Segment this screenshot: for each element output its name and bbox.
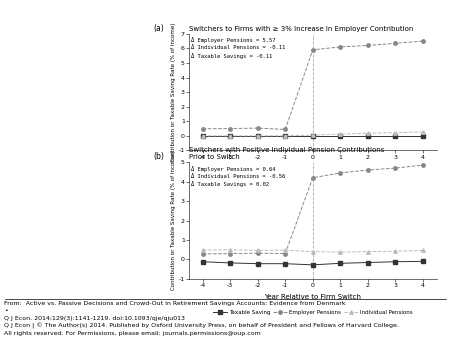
Taxable Saving (392, 134, 398, 138)
Employer Pensions (420, 39, 425, 43)
Individual Pensions (365, 131, 370, 135)
Taxable Saving (228, 261, 233, 265)
Employer Pensions (338, 171, 343, 175)
Taxable Saving (392, 260, 398, 264)
Line: Employer Pensions: Employer Pensions (201, 39, 424, 131)
Line: Individual Pensions: Individual Pensions (201, 130, 424, 138)
Text: Δ Employer Pensions = 0.64
Δ Individual Pensions = -0.56
Δ Taxable Savings = 0.0: Δ Employer Pensions = 0.64 Δ Individual … (192, 166, 286, 187)
Text: (a): (a) (153, 24, 164, 33)
Text: Switchers with Positive Individual Pension Contributions
Prior to Switch: Switchers with Positive Individual Pensi… (189, 147, 384, 161)
Taxable Saving (255, 262, 261, 266)
Y-axis label: Contribution or Taxable Saving Rate (% of Income): Contribution or Taxable Saving Rate (% o… (171, 151, 176, 290)
Individual Pensions (283, 134, 288, 138)
Taxable Saving (365, 134, 370, 138)
Taxable Saving (283, 262, 288, 266)
Employer Pensions (200, 252, 206, 256)
Individual Pensions (255, 248, 261, 252)
Y-axis label: Contribution or Taxable Saving Rate (% of Income): Contribution or Taxable Saving Rate (% o… (171, 22, 176, 162)
Employer Pensions (228, 251, 233, 256)
Taxable Saving (200, 260, 206, 264)
Individual Pensions (228, 134, 233, 138)
Text: Q J Econ | © The Author(s) 2014. Published by Oxford University Press, on behalf: Q J Econ | © The Author(s) 2014. Publish… (4, 323, 400, 329)
Taxable Saving (338, 134, 343, 138)
Taxable Saving (420, 134, 425, 138)
X-axis label: Year Relative to Firm Switch: Year Relative to Firm Switch (264, 294, 361, 299)
Individual Pensions (255, 134, 261, 138)
Taxable Saving (338, 261, 343, 265)
Individual Pensions (392, 249, 398, 253)
Employer Pensions (338, 45, 343, 49)
Individual Pensions (200, 248, 206, 252)
Employer Pensions (392, 166, 398, 170)
Individual Pensions (310, 133, 315, 137)
Employer Pensions (200, 127, 206, 131)
Employer Pensions (365, 168, 370, 172)
Taxable Saving (310, 263, 315, 267)
Taxable Saving (200, 134, 206, 138)
Line: Employer Pensions: Employer Pensions (201, 163, 424, 256)
Text: From:  Active vs. Passive Decisions and Crowd-Out in Retirement Savings Accounts: From: Active vs. Passive Decisions and C… (4, 301, 346, 306)
Taxable Saving (228, 134, 233, 138)
Text: Q J Econ. 2014;129(3):1141-1219. doi:10.1093/qje/qju013: Q J Econ. 2014;129(3):1141-1219. doi:10.… (4, 316, 185, 321)
Taxable Saving (310, 134, 315, 138)
Text: (b): (b) (153, 152, 164, 161)
Individual Pensions (420, 248, 425, 252)
Individual Pensions (228, 248, 233, 252)
Text: Δ Employer Pensions = 5.57
Δ Individual Pensions = -0.11
Δ Taxable Savings = -0.: Δ Employer Pensions = 5.57 Δ Individual … (192, 37, 286, 59)
Taxable Saving (283, 134, 288, 138)
Line: Taxable Saving: Taxable Saving (201, 134, 424, 138)
Employer Pensions (392, 41, 398, 45)
Employer Pensions (310, 48, 315, 52)
Line: Taxable Saving: Taxable Saving (201, 260, 424, 267)
Text: All rights reserved. For Permissions, please email: journals.permissions@oup.com: All rights reserved. For Permissions, pl… (4, 331, 261, 336)
Text: Switchers to Firms with ≥ 3% Increase in Employer Contribution: Switchers to Firms with ≥ 3% Increase in… (189, 26, 414, 32)
Individual Pensions (392, 130, 398, 135)
Employer Pensions (310, 176, 315, 180)
Legend: Taxable Saving, Employer Pensions, Individual Pensions: Taxable Saving, Employer Pensions, Indiv… (211, 179, 414, 188)
Line: Individual Pensions: Individual Pensions (201, 248, 424, 254)
Employer Pensions (228, 126, 233, 130)
Employer Pensions (255, 251, 261, 255)
Individual Pensions (338, 250, 343, 254)
Individual Pensions (283, 248, 288, 252)
Employer Pensions (283, 251, 288, 256)
Taxable Saving (420, 259, 425, 263)
Employer Pensions (365, 44, 370, 48)
Individual Pensions (310, 249, 315, 254)
Taxable Saving (365, 261, 370, 265)
Individual Pensions (420, 130, 425, 134)
Individual Pensions (338, 132, 343, 136)
Individual Pensions (200, 134, 206, 138)
Taxable Saving (255, 134, 261, 138)
Text: •: • (4, 308, 8, 313)
Individual Pensions (365, 249, 370, 254)
Employer Pensions (283, 127, 288, 131)
Employer Pensions (420, 163, 425, 167)
Employer Pensions (255, 126, 261, 130)
Legend: Taxable Saving, Employer Pensions, Individual Pensions: Taxable Saving, Employer Pensions, Indiv… (211, 307, 414, 317)
